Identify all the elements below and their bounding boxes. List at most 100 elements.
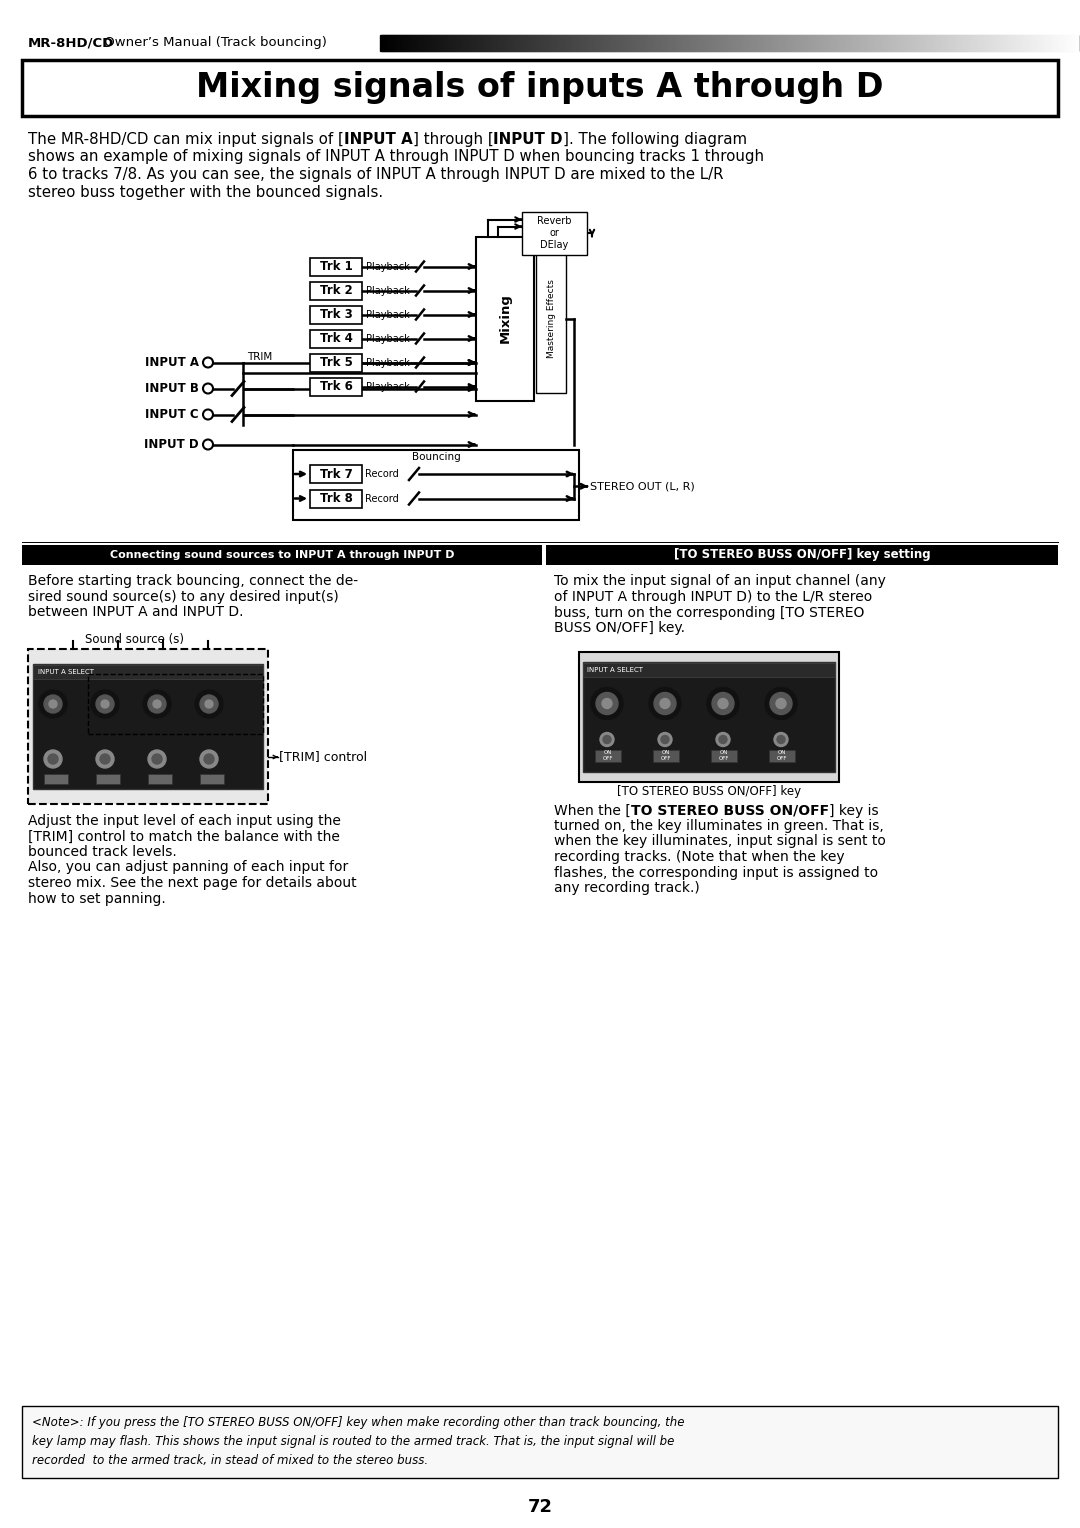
Bar xyxy=(718,35,721,50)
Bar xyxy=(874,35,877,50)
Bar xyxy=(528,35,531,50)
Bar xyxy=(798,35,801,50)
Bar xyxy=(970,35,973,50)
Bar xyxy=(854,35,858,50)
Circle shape xyxy=(596,692,618,715)
Bar xyxy=(934,35,937,50)
Bar xyxy=(592,35,595,50)
Bar xyxy=(681,35,685,50)
Bar xyxy=(22,544,542,564)
Text: Trk 6: Trk 6 xyxy=(320,380,352,393)
Bar xyxy=(1056,35,1059,50)
Text: Trk 5: Trk 5 xyxy=(320,356,352,368)
Text: Playback: Playback xyxy=(366,333,409,344)
Bar xyxy=(735,35,739,50)
Bar xyxy=(572,35,575,50)
Bar xyxy=(579,651,839,781)
Bar xyxy=(522,35,525,50)
Bar xyxy=(454,35,457,50)
Circle shape xyxy=(96,695,114,714)
Bar xyxy=(512,35,515,50)
Bar xyxy=(498,35,501,50)
Bar xyxy=(960,35,963,50)
Text: Playback: Playback xyxy=(366,310,409,319)
Circle shape xyxy=(148,695,166,714)
Text: of INPUT A through INPUT D) to the L/R stereo: of INPUT A through INPUT D) to the L/R s… xyxy=(554,590,873,604)
Bar xyxy=(486,35,489,50)
Circle shape xyxy=(600,732,615,747)
Bar xyxy=(996,35,999,50)
Bar xyxy=(480,35,483,50)
Text: The MR-8HD/CD can mix input signals of [: The MR-8HD/CD can mix input signals of [ xyxy=(28,131,343,147)
Bar xyxy=(420,35,423,50)
Bar xyxy=(448,35,451,50)
Bar xyxy=(634,35,637,50)
Bar xyxy=(648,35,651,50)
Bar xyxy=(669,35,671,50)
Text: Trk 1: Trk 1 xyxy=(320,260,352,274)
Bar xyxy=(620,35,623,50)
Bar xyxy=(774,35,777,50)
Bar xyxy=(1014,35,1017,50)
Text: ] through [: ] through [ xyxy=(413,131,494,147)
Bar xyxy=(982,35,985,50)
Bar xyxy=(766,35,769,50)
Circle shape xyxy=(49,700,57,707)
Bar xyxy=(972,35,975,50)
Bar xyxy=(562,35,565,50)
Circle shape xyxy=(712,692,734,715)
Bar xyxy=(580,35,583,50)
Bar xyxy=(598,35,600,50)
Text: When the [: When the [ xyxy=(554,804,631,817)
Bar xyxy=(886,35,889,50)
Text: Mastering Effects: Mastering Effects xyxy=(546,280,555,358)
Bar xyxy=(924,35,927,50)
Bar xyxy=(636,35,639,50)
Bar xyxy=(939,35,941,50)
Bar xyxy=(756,35,759,50)
Bar xyxy=(808,35,811,50)
Bar xyxy=(632,35,635,50)
Text: Adjust the input level of each input using the: Adjust the input level of each input usi… xyxy=(28,814,341,828)
Bar xyxy=(926,35,929,50)
Bar xyxy=(87,674,264,733)
Text: between INPUT A and INPUT D.: between INPUT A and INPUT D. xyxy=(28,605,243,619)
Bar xyxy=(812,35,815,50)
Bar xyxy=(824,35,827,50)
Bar xyxy=(33,665,264,678)
Text: stereo buss together with the bounced signals.: stereo buss together with the bounced si… xyxy=(28,185,383,200)
Bar xyxy=(848,35,851,50)
Bar xyxy=(1028,35,1031,50)
Text: turned on, the key illuminates in green. That is,: turned on, the key illuminates in green.… xyxy=(554,819,883,833)
Bar xyxy=(615,35,617,50)
Bar xyxy=(96,775,120,784)
Bar xyxy=(465,35,469,50)
Bar xyxy=(762,35,765,50)
Bar xyxy=(932,35,935,50)
Bar xyxy=(612,35,615,50)
Bar xyxy=(862,35,865,50)
Bar xyxy=(474,35,477,50)
Bar xyxy=(476,237,534,400)
Bar xyxy=(418,35,421,50)
Bar xyxy=(508,35,511,50)
Circle shape xyxy=(658,732,672,747)
Bar xyxy=(814,35,816,50)
Text: recorded  to the armed track, in stead of mixed to the stereo buss.: recorded to the armed track, in stead of… xyxy=(32,1455,428,1467)
Bar xyxy=(1034,35,1037,50)
Bar xyxy=(416,35,419,50)
Bar xyxy=(754,35,757,50)
Bar xyxy=(680,35,683,50)
Bar xyxy=(760,35,762,50)
Bar xyxy=(310,377,362,396)
Bar xyxy=(464,35,467,50)
Circle shape xyxy=(661,735,669,744)
Text: flashes, the corresponding input is assigned to: flashes, the corresponding input is assi… xyxy=(554,865,878,880)
Bar xyxy=(540,35,543,50)
Bar xyxy=(676,35,679,50)
Circle shape xyxy=(660,698,670,709)
Text: STEREO OUT (L, R): STEREO OUT (L, R) xyxy=(590,481,694,490)
Bar xyxy=(584,35,588,50)
Bar xyxy=(723,35,725,50)
Bar xyxy=(1059,35,1063,50)
